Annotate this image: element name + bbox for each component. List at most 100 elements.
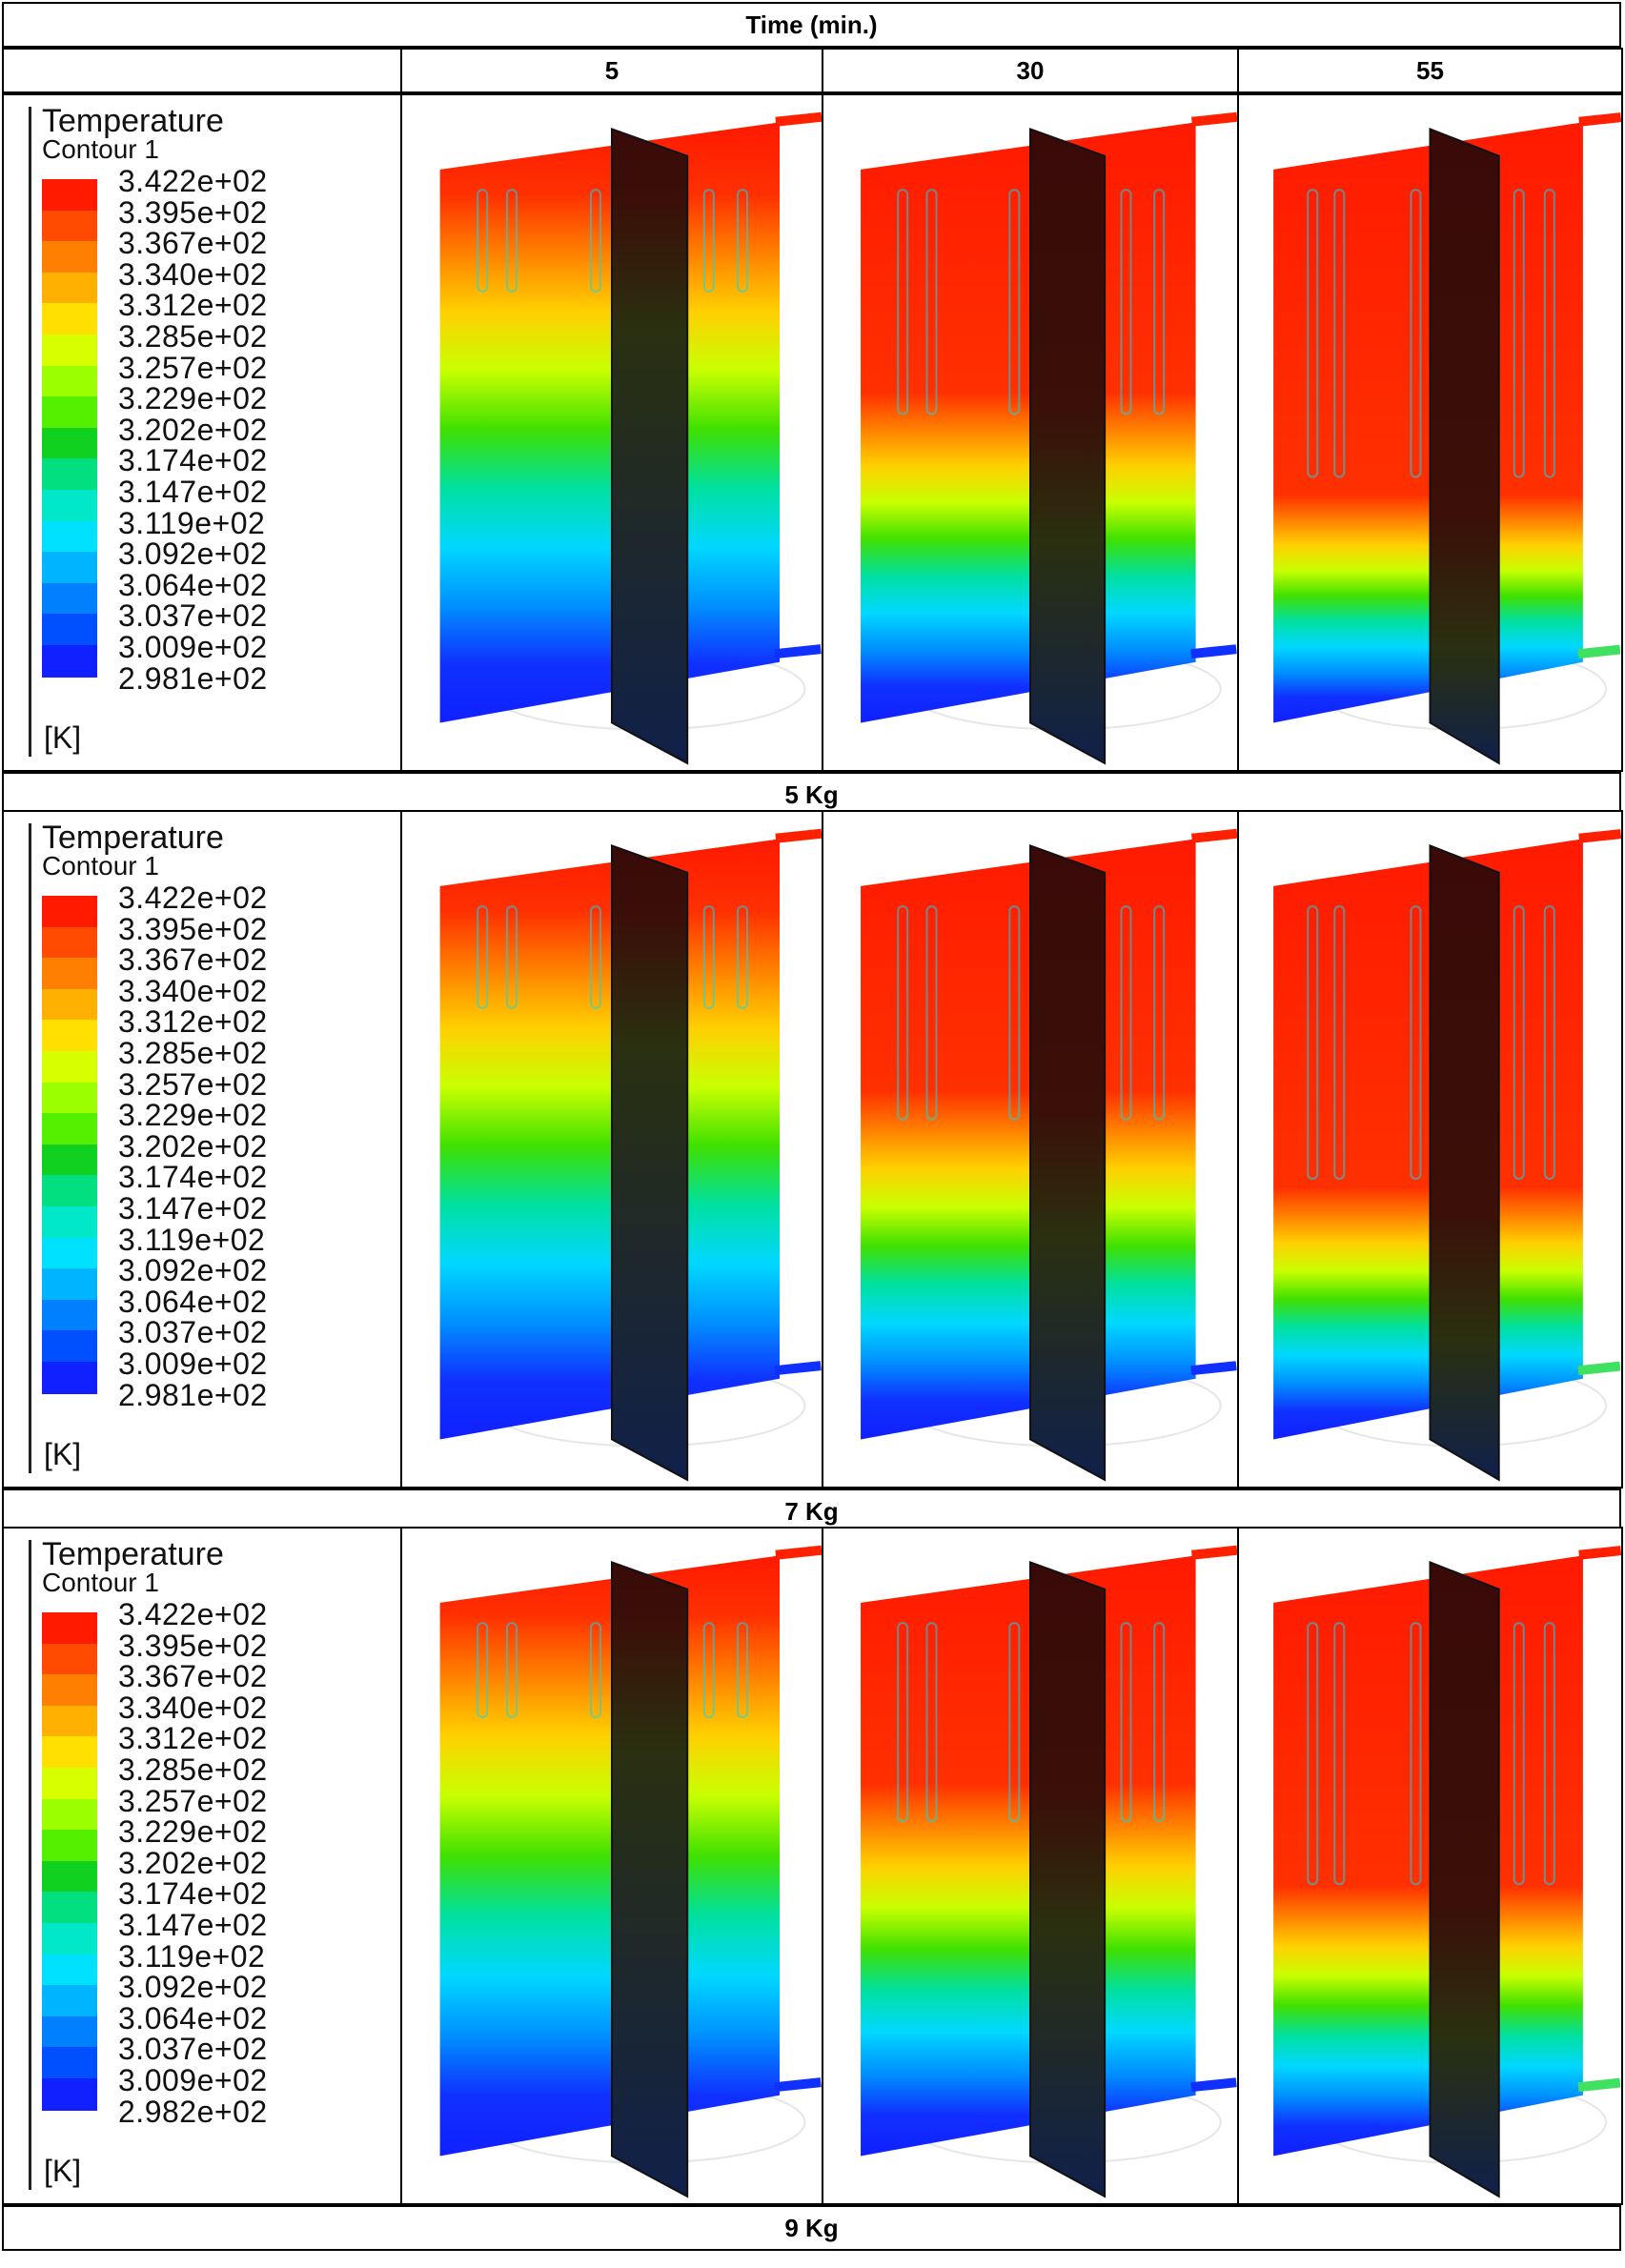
- temperature-plate: [439, 122, 780, 723]
- legend-value: 3.285e+02: [118, 319, 268, 354]
- legend-color-band: [42, 1860, 97, 1893]
- legend-value: 3.422e+02: [118, 881, 268, 915]
- legend-color-band: [42, 1830, 97, 1862]
- legend-color-band: [42, 1612, 97, 1645]
- heater-tube: [925, 189, 938, 415]
- contour-panel-30min: [822, 93, 1239, 772]
- time-header-label: Time (min.): [745, 10, 878, 39]
- temperature-plate: [861, 1555, 1196, 2157]
- baffle-plate: [1429, 127, 1500, 765]
- legend-color-band: [42, 303, 97, 335]
- legend-value: 3.064e+02: [118, 567, 268, 602]
- legend-color-band: [42, 458, 97, 491]
- legend-color-band: [42, 1144, 97, 1177]
- heater-tube: [1120, 1622, 1132, 1823]
- heater-tube: [737, 1622, 748, 1719]
- heater-tube: [897, 905, 909, 1121]
- legend-value: 3.174e+02: [118, 1160, 268, 1195]
- legend-color-band: [42, 1330, 97, 1363]
- heater-tube: [477, 1622, 489, 1719]
- baffle-plate: [1029, 843, 1107, 1482]
- outlet-pipe: [1190, 644, 1237, 659]
- outlet-pipe: [1190, 1361, 1237, 1376]
- heater-tube: [925, 1622, 938, 1823]
- legend-value: 3.340e+02: [118, 1690, 268, 1725]
- legend-color-band: [42, 1175, 97, 1207]
- mass-label-text: 9 Kg: [784, 2213, 839, 2242]
- legend-value: 3.367e+02: [118, 1659, 268, 1694]
- contour-panel-55min: [1237, 93, 1623, 772]
- legend-value: 3.340e+02: [118, 973, 268, 1008]
- legend-color-band: [42, 1892, 97, 1924]
- legend-subtitle-text: Contour 1: [42, 851, 159, 881]
- legend-color-band: [42, 1237, 97, 1270]
- header-blank-cell: [2, 48, 402, 93]
- time-header: Time (min.): [2, 2, 1621, 48]
- heater-tube: [702, 1622, 715, 1719]
- baffle-plate: [611, 843, 689, 1482]
- legend-value: 3.119e+02: [118, 1222, 266, 1257]
- baffle-plate: [611, 127, 689, 765]
- heater-tube: [1333, 905, 1346, 1180]
- legend-value: 3.202e+02: [118, 1128, 268, 1164]
- temperature-plate: [1273, 839, 1583, 1440]
- legend-color-band: [42, 1082, 97, 1115]
- heater-tube: [1120, 189, 1132, 415]
- heater-tube: [477, 189, 489, 293]
- heater-tube: [702, 189, 715, 293]
- time-col-5: 5: [400, 48, 823, 93]
- contour-render: [861, 111, 1237, 765]
- heater-tube: [897, 1622, 909, 1823]
- legend-value: 3.229e+02: [118, 381, 268, 416]
- heater-tube: [590, 905, 601, 1009]
- legend-value: 3.147e+02: [118, 1191, 268, 1225]
- inlet-pipe: [1578, 1546, 1621, 1560]
- legend-value: 3.257e+02: [118, 1066, 268, 1102]
- contour-panel-30min: [822, 1527, 1239, 2205]
- inlet-pipe: [1190, 1545, 1237, 1560]
- legend-color-band: [42, 1643, 97, 1676]
- legend-color-band: [42, 396, 97, 429]
- legend-value: 2.981e+02: [118, 660, 268, 696]
- mass-label-text: 5 Kg: [784, 780, 839, 809]
- outlet-pipe: [1577, 644, 1621, 659]
- legend-color-band: [42, 210, 97, 243]
- contour-panel-55min: [1237, 1527, 1623, 2205]
- legend-value: 3.064e+02: [118, 1284, 268, 1319]
- outlet-pipe: [1577, 1361, 1621, 1376]
- baffle-plate: [1029, 127, 1107, 765]
- legend-value: 3.009e+02: [118, 2063, 268, 2097]
- legend-color-band: [42, 645, 97, 678]
- heater-tube: [1307, 189, 1319, 478]
- heater-tube: [506, 1622, 518, 1719]
- outlet-pipe: [774, 644, 822, 659]
- inlet-pipe: [775, 111, 822, 127]
- baffle-plate: [1429, 1560, 1500, 2198]
- legend-title-text: Temperature: [42, 820, 224, 856]
- heater-tube: [1543, 905, 1555, 1180]
- heater-tube: [477, 905, 489, 1009]
- legend-color-band: [42, 1768, 97, 1800]
- legend-frame-rule: [29, 823, 31, 1473]
- legend-value: 3.202e+02: [118, 412, 268, 447]
- legend-value: 3.202e+02: [118, 1845, 268, 1880]
- legend-color-band: [42, 988, 97, 1022]
- inlet-pipe: [775, 1545, 822, 1560]
- contour-render: [1273, 829, 1621, 1482]
- time-col-55: 55: [1237, 48, 1623, 93]
- legend-value: 3.064e+02: [118, 2000, 268, 2035]
- heater-tube: [506, 189, 518, 293]
- legend-color-band: [42, 179, 97, 212]
- legend-value: 3.009e+02: [118, 630, 268, 664]
- heater-tube: [1153, 905, 1166, 1121]
- legend-color-band: [42, 552, 97, 584]
- heater-tube: [1153, 1622, 1166, 1823]
- legend-value: 3.340e+02: [118, 256, 268, 292]
- outlet-pipe: [774, 1361, 822, 1376]
- legend-value: 3.229e+02: [118, 1098, 268, 1133]
- legend-value: 3.367e+02: [118, 226, 268, 261]
- legend-color-band: [42, 1020, 97, 1052]
- legend-value: 3.367e+02: [118, 942, 268, 978]
- contour-panel-5min: [400, 1527, 823, 2205]
- legend-value: 3.257e+02: [118, 1783, 268, 1818]
